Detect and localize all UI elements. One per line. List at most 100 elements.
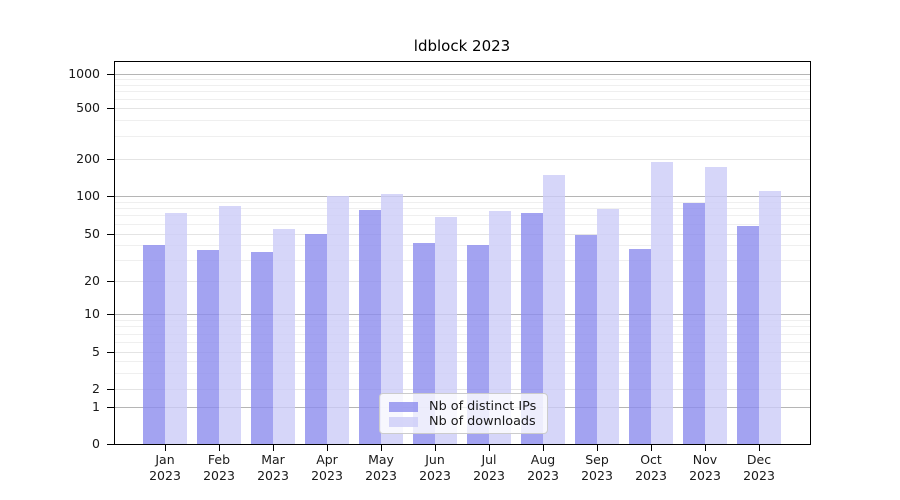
legend-item-downloads: Nb of downloads <box>389 414 538 429</box>
x-tick-month: Jul <box>481 452 497 467</box>
x-tick-label-oct: Oct 2023 <box>621 452 681 483</box>
legend-label-distinct-ips: Nb of distinct IPs <box>429 399 537 414</box>
gridline-minor <box>115 326 810 328</box>
x-tick-year: 2023 <box>311 467 343 483</box>
x-tick-label-apr: Apr 2023 <box>297 452 357 483</box>
y-tick-label: 1000 <box>68 66 100 81</box>
y-tick-label: 10 <box>84 306 100 321</box>
gridline-minor <box>115 342 810 343</box>
x-axis-tick <box>651 445 652 451</box>
gridline-minor <box>115 223 810 225</box>
gridline-minor <box>115 245 810 247</box>
x-axis-tick <box>381 445 382 451</box>
bar-distinct-ips-aug <box>521 213 543 444</box>
gridline-minor <box>115 319 810 321</box>
x-tick-year: 2023 <box>743 467 775 483</box>
x-tick-month: Sep <box>585 452 609 467</box>
bar-distinct-ips-feb <box>197 250 219 444</box>
bar-downloads-jun <box>435 217 457 444</box>
plot-area <box>114 61 811 445</box>
gridline-major <box>115 314 810 315</box>
gridline-minor <box>115 120 810 122</box>
legend-label-downloads: Nb of downloads <box>429 414 536 429</box>
x-tick-label-feb: Feb 2023 <box>189 452 249 483</box>
y-axis-tick <box>107 74 114 75</box>
x-axis-tick <box>759 445 760 451</box>
bar-distinct-ips-dec <box>737 225 759 444</box>
x-axis-tick <box>597 445 598 451</box>
gridline-minor <box>115 208 810 209</box>
x-tick-month: Nov <box>692 452 718 467</box>
x-tick-month: Aug <box>530 452 556 467</box>
x-tick-label-may: May 2023 <box>351 452 411 483</box>
y-tick-label: 5 <box>92 344 100 359</box>
y-axis-tick <box>107 314 114 315</box>
bar-downloads-aug <box>543 175 565 444</box>
gridline-minor <box>115 260 810 262</box>
x-tick-month: Mar <box>261 452 285 467</box>
y-axis-tick <box>107 107 114 109</box>
gridline <box>115 159 810 161</box>
x-tick-month: May <box>368 452 394 467</box>
bar-distinct-ips-jan <box>143 245 165 444</box>
x-tick-month: Feb <box>207 452 231 467</box>
gridline-major <box>115 195 810 197</box>
y-tick-label: 100 <box>76 187 100 203</box>
x-axis-tick <box>543 445 544 451</box>
y-axis-tick <box>107 195 114 197</box>
gridline <box>115 352 810 353</box>
gridline-minor <box>115 372 810 374</box>
gridline-minor <box>115 215 810 217</box>
y-tick-label: 500 <box>76 99 100 115</box>
gridline-major <box>115 74 810 75</box>
x-tick-label-mar: Mar 2023 <box>243 452 303 483</box>
bar-downloads-sep <box>597 209 619 444</box>
y-axis-tick <box>107 389 114 390</box>
x-tick-year: 2023 <box>581 467 613 483</box>
x-tick-month: Jan <box>155 452 175 467</box>
x-axis-tick <box>327 445 328 451</box>
bar-distinct-ips-may <box>359 210 381 444</box>
y-tick-label: 50 <box>84 226 100 241</box>
gridline <box>115 281 810 282</box>
gridline-minor <box>115 333 810 335</box>
y-tick-label: 1 <box>92 399 100 414</box>
x-tick-label-nov: Nov 2023 <box>675 452 735 483</box>
bar-downloads-dec <box>759 190 781 444</box>
bar-downloads-mar <box>273 228 295 444</box>
bar-downloads-oct <box>651 161 673 444</box>
bar-downloads-jan <box>165 212 187 444</box>
x-tick-year: 2023 <box>527 467 559 483</box>
y-axis-tick <box>107 281 114 282</box>
gridline <box>115 389 810 390</box>
gridline-minor <box>115 98 810 100</box>
legend-swatch-distinct-ips <box>389 401 418 412</box>
x-tick-month: Oct <box>640 452 662 467</box>
gridline-minor <box>115 201 810 203</box>
bar-distinct-ips-mar <box>251 251 273 444</box>
y-tick-label: 0 <box>92 436 100 451</box>
x-tick-label-sep: Sep 2023 <box>567 452 627 483</box>
y-tick-label: 2 <box>92 381 100 396</box>
bar-downloads-may <box>381 194 403 444</box>
x-axis-tick <box>219 445 220 451</box>
x-tick-label-jun: Jun 2023 <box>405 452 465 483</box>
x-tick-year: 2023 <box>365 467 397 483</box>
legend-swatch-downloads <box>389 416 418 427</box>
x-axis-tick <box>165 445 166 451</box>
x-tick-year: 2023 <box>473 467 505 483</box>
gridline-minor <box>115 79 810 81</box>
gridline-minor <box>115 84 810 86</box>
chart-title: ldblock 2023 <box>413 37 511 55</box>
bar-distinct-ips-oct <box>629 249 651 444</box>
x-tick-label-aug: Aug 2023 <box>513 452 573 483</box>
bar-distinct-ips-sep <box>575 235 597 444</box>
bar-downloads-jul <box>489 211 511 444</box>
x-tick-month: Jun <box>425 452 445 467</box>
gridline-minor <box>115 136 810 138</box>
y-tick-label: 200 <box>76 151 100 167</box>
y-axis-tick <box>107 352 114 353</box>
gridline-minor <box>115 361 810 362</box>
x-tick-label-jul: Jul 2023 <box>459 452 519 483</box>
